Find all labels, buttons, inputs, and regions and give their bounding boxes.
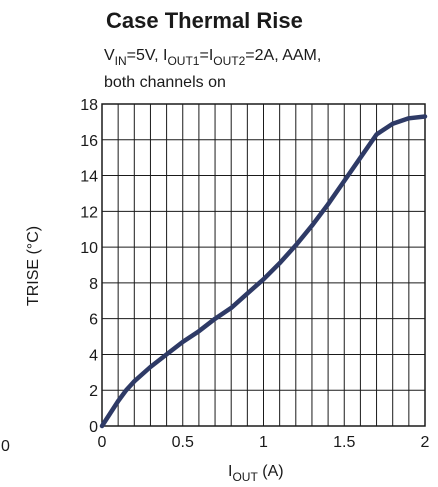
subtitle-part: =2A, AAM,: [245, 47, 321, 64]
stray-tick-label: 0: [1, 438, 10, 455]
chart-title: Case Thermal Rise: [106, 8, 303, 33]
y-tick-label: 10: [80, 240, 98, 257]
subtitle-part: =I: [199, 47, 213, 64]
y-axis-label: TRISE (°C): [25, 226, 42, 306]
y-tick-label: 0: [89, 419, 98, 436]
y-tick-label: 16: [80, 133, 98, 150]
x-axis-label-subscript: OUT: [232, 470, 258, 484]
y-tick-label: 12: [80, 204, 98, 221]
y-tick-label: 4: [89, 347, 98, 364]
x-axis-label-unit: (A): [258, 463, 284, 480]
subtitle-subscript: OUT2: [213, 54, 245, 68]
x-tick-label: 2: [421, 434, 430, 451]
series-line: [99, 114, 428, 429]
x-tick-label: 1.5: [333, 434, 355, 451]
subtitle-subscript: IN: [115, 54, 127, 68]
y-tick-label: 8: [89, 276, 98, 293]
y-tick-label: 6: [89, 312, 98, 329]
grid: [102, 104, 425, 426]
x-tick-label: 0: [98, 434, 107, 451]
y-tick-label: 18: [80, 97, 98, 114]
subtitle-part: =5V, I: [127, 47, 168, 64]
x-tick-label: 1: [259, 434, 268, 451]
x-axis-label-main: I: [228, 463, 232, 480]
y-tick-label: 14: [80, 169, 98, 186]
subtitle-subscript: OUT1: [167, 54, 199, 68]
x-tick-label: 0.5: [172, 434, 194, 451]
plot-frame: [101, 103, 426, 427]
subtitle-part: V: [104, 47, 115, 64]
x-tick-labels: 0 0.5 1 1.5 2: [98, 434, 430, 451]
x-axis-label: IOUT (A): [228, 463, 284, 484]
chart-subtitle-line2: both channels on: [104, 74, 226, 91]
chart-subtitle-line1: VIN=5V, IOUT1=IOUT2=2A, AAM,: [104, 47, 321, 68]
y-tick-labels: 0 2 4 6 8 10 12 14 16 18: [80, 97, 98, 436]
y-tick-label: 2: [89, 383, 98, 400]
